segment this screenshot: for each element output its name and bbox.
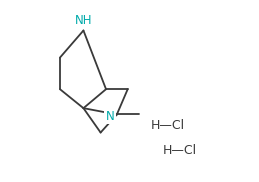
Text: N: N <box>105 110 114 123</box>
Text: H—Cl: H—Cl <box>150 119 184 132</box>
Text: NH: NH <box>75 14 92 27</box>
Text: H—Cl: H—Cl <box>163 144 197 157</box>
